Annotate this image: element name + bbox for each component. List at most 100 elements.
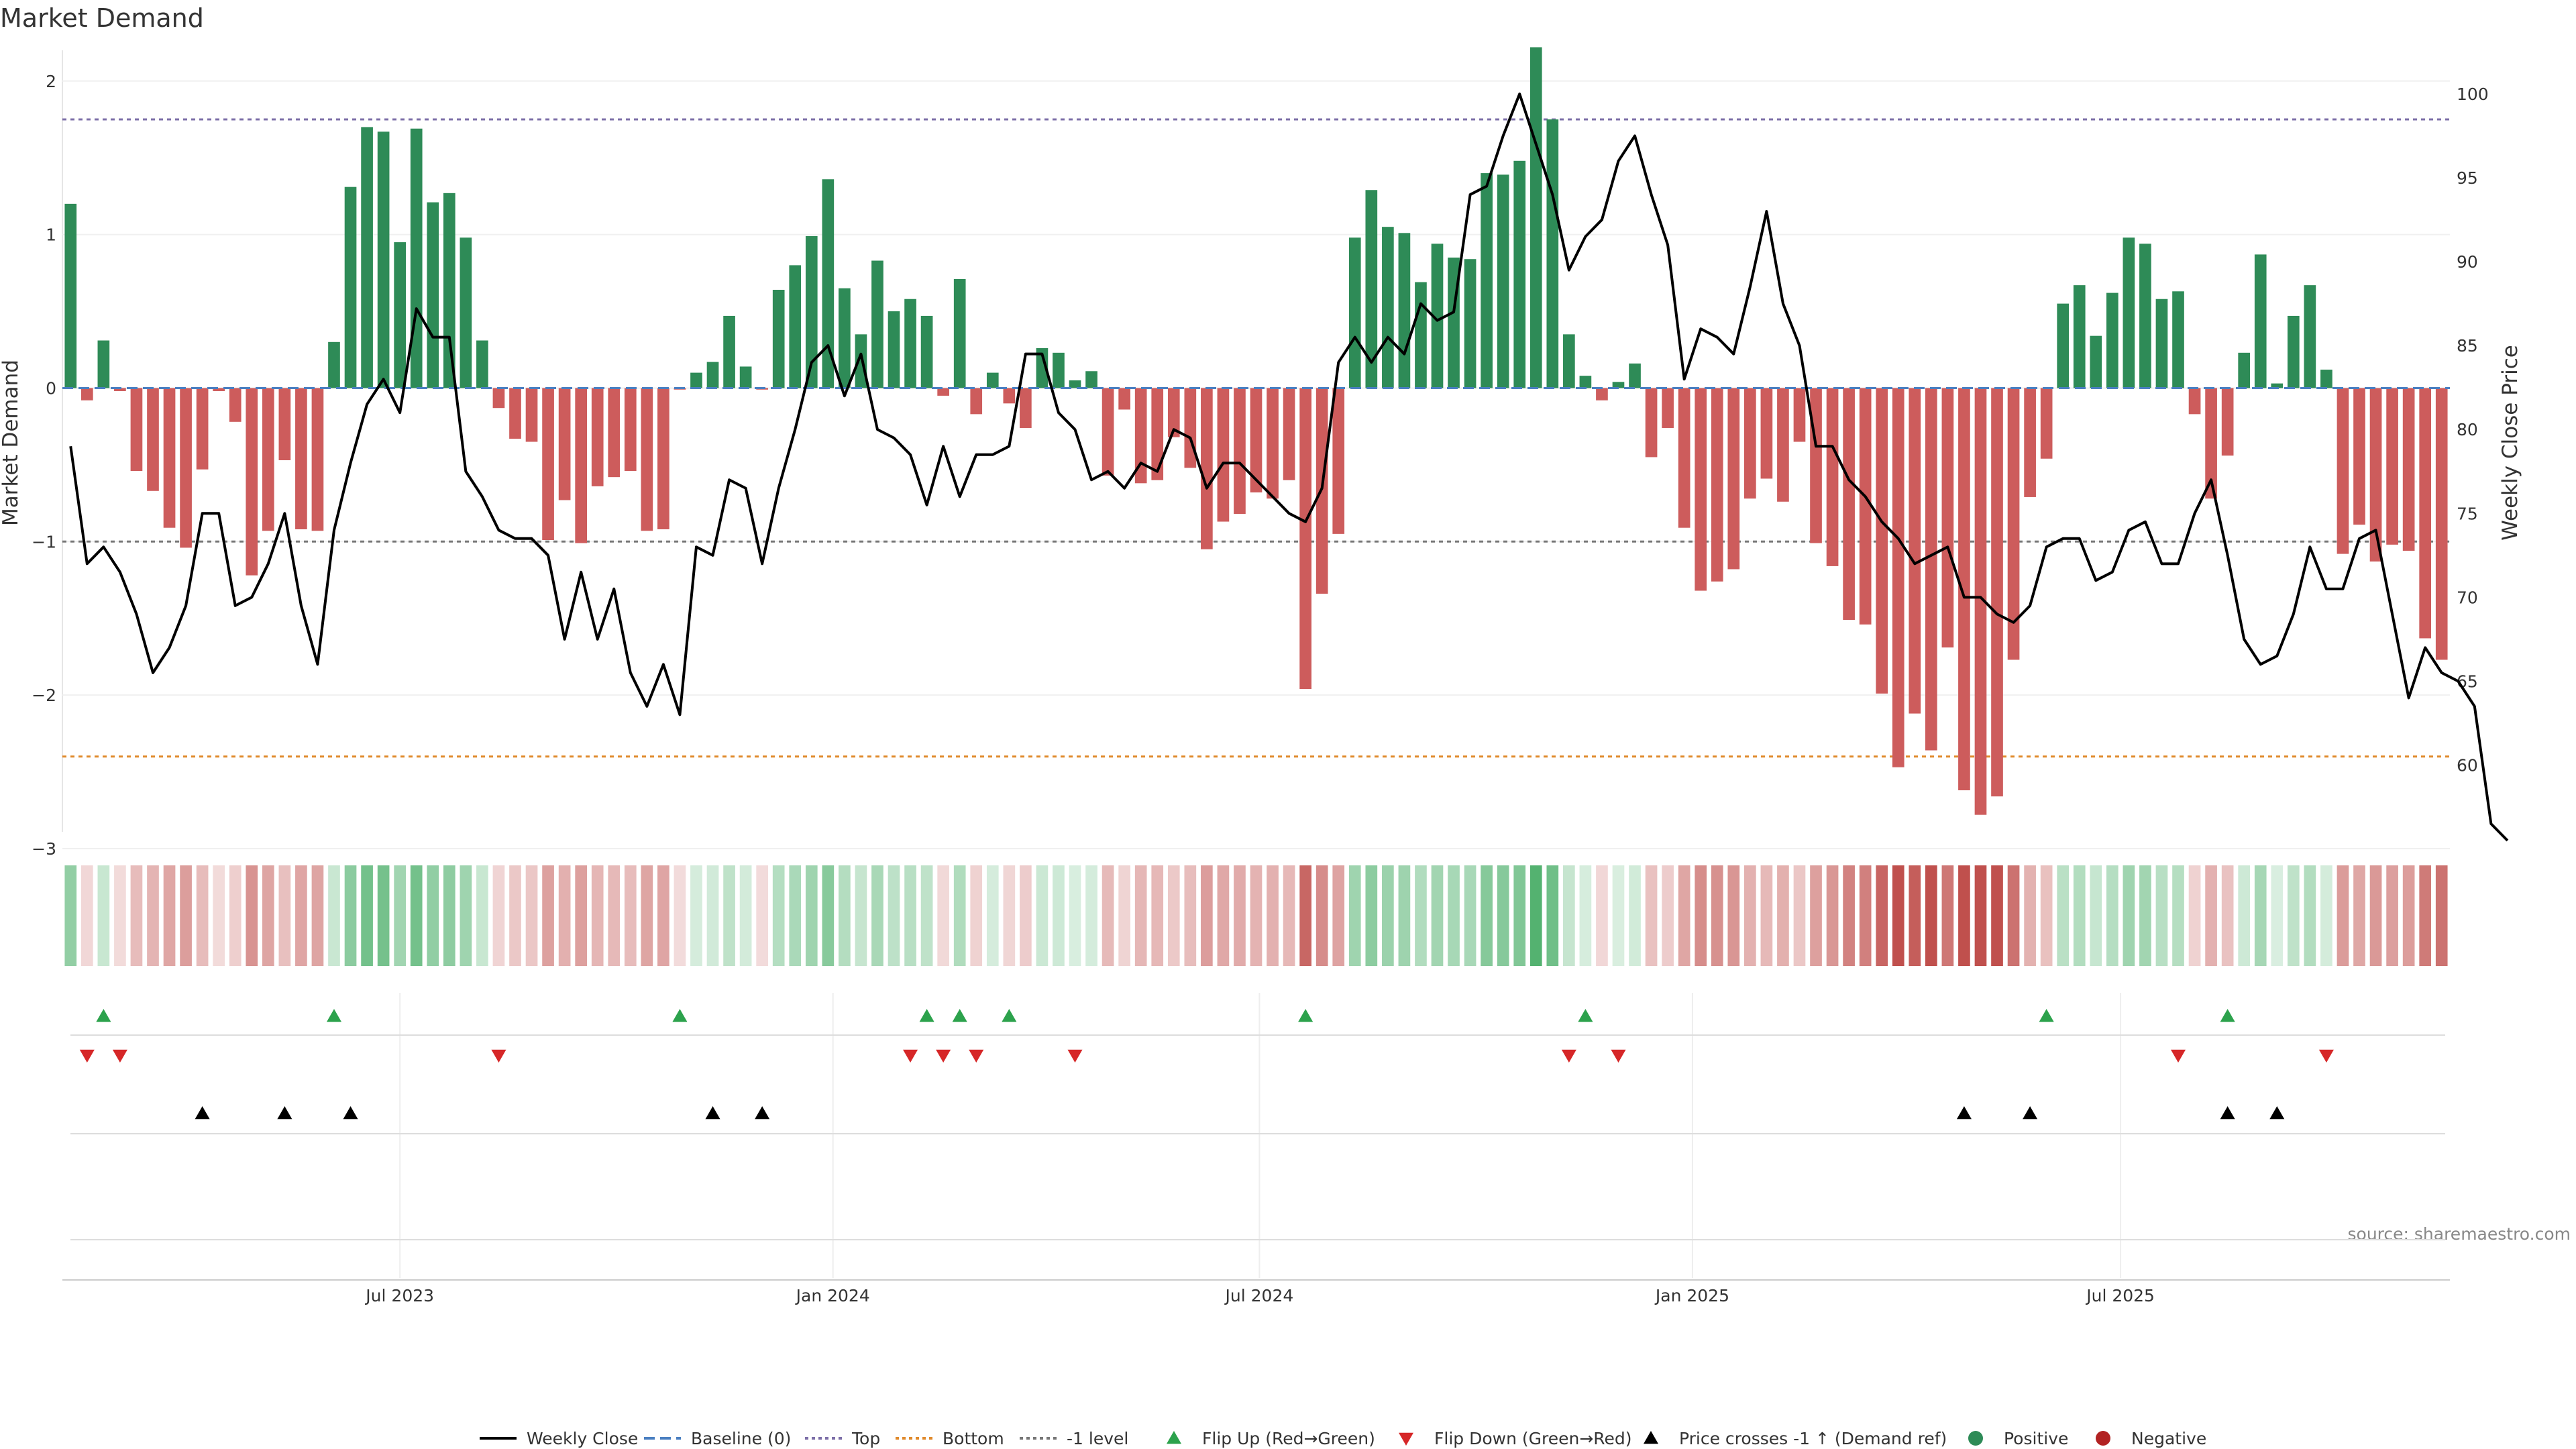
heatmap-cell	[986, 865, 999, 966]
demand-bar	[1234, 388, 1246, 515]
heatmap-cell	[1711, 865, 1723, 966]
heatmap-cell	[427, 865, 439, 966]
flip-up-marker	[1578, 1009, 1593, 1022]
heatmap-cell	[1678, 865, 1690, 966]
heatmap-cell	[1546, 865, 1559, 966]
demand-bar	[1843, 388, 1855, 621]
heatmap-cell	[1497, 865, 1509, 966]
x-tick-label: Jan 2024	[795, 1286, 870, 1305]
demand-bar	[772, 290, 785, 388]
heatmap-cell	[2369, 865, 2382, 966]
demand-bar	[2337, 388, 2349, 554]
heatmap-cell	[1629, 865, 1641, 966]
heatmap-cell	[1513, 865, 1526, 966]
heatmap-cell	[1299, 865, 1311, 966]
demand-bar	[328, 341, 340, 388]
heatmap-cell	[1843, 865, 1855, 966]
y-tick-label: 1	[46, 225, 56, 245]
heatmap-cell	[937, 865, 949, 966]
demand-bar	[1464, 259, 1477, 388]
demand-bar	[1678, 388, 1690, 528]
y2-tick-label: 75	[2457, 504, 2478, 523]
demand-bar	[1563, 334, 1575, 388]
demand-bar	[706, 362, 719, 388]
demand-bar	[2238, 352, 2251, 388]
heatmap-cell	[2337, 865, 2349, 966]
demand-bar	[1069, 380, 1081, 388]
heatmap-cell	[756, 865, 768, 966]
heatmap-cell	[2435, 865, 2448, 966]
demand-bar	[641, 388, 653, 531]
demand-bar	[1941, 388, 1954, 648]
heatmap-cell	[624, 865, 637, 966]
demand-bar	[542, 388, 554, 541]
demand-bar	[855, 334, 867, 388]
heatmap-cell	[1925, 865, 1937, 966]
demand-bar	[1909, 388, 1921, 714]
heatmap-cell	[229, 865, 241, 966]
heatmap-cell	[147, 865, 159, 966]
legend-label: Price crosses -1 ↑ (Demand ref)	[1679, 1429, 1947, 1448]
heatmap-cell	[1234, 865, 1246, 966]
heatmap-cell	[2024, 865, 2036, 966]
demand-bar	[2402, 388, 2415, 551]
demand-bar	[1892, 388, 1904, 767]
heatmap-cell	[64, 865, 77, 966]
heatmap-cell	[328, 865, 340, 966]
heatmap-cell	[2057, 865, 2070, 966]
heatmap-cell	[558, 865, 571, 966]
demand-bar	[953, 278, 966, 388]
heatmap-cell	[1612, 865, 1625, 966]
legend-label: Flip Up (Red→Green)	[1202, 1429, 1375, 1448]
demand-bar	[2106, 292, 2118, 388]
demand-bar	[558, 388, 571, 500]
demand-bar	[1612, 382, 1625, 388]
heatmap-cell	[2238, 865, 2251, 966]
heatmap-cell	[1777, 865, 1789, 966]
heatmap-cell	[1036, 865, 1049, 966]
legend-label: Top	[851, 1429, 880, 1448]
demand-bar	[2271, 383, 2284, 388]
demand-bar	[344, 186, 357, 388]
demand-bar	[1579, 376, 1592, 388]
heatmap-cell	[1645, 865, 1658, 966]
demand-bar	[2435, 388, 2448, 660]
heatmap-cell	[1250, 865, 1263, 966]
heatmap-cell	[1134, 865, 1147, 966]
demand-bar	[1777, 388, 1789, 502]
heatmap-cell	[1662, 865, 1674, 966]
y-tick-label: 2	[46, 72, 56, 91]
price-cross-marker	[705, 1106, 720, 1120]
price-cross-marker	[2023, 1106, 2038, 1120]
heatmap-cell	[509, 865, 521, 966]
flip-up-marker	[2039, 1009, 2054, 1022]
heatmap-cell	[97, 865, 110, 966]
demand-bar	[2287, 315, 2300, 388]
heatmap-cell	[1826, 865, 1839, 966]
flip-down-marker	[903, 1049, 918, 1063]
demand-bar	[2172, 291, 2184, 388]
heatmap-cell	[2254, 865, 2267, 966]
price-cross-marker	[195, 1106, 210, 1120]
demand-bar	[1053, 352, 1065, 388]
y2-tick-label: 80	[2457, 420, 2478, 439]
demand-bar	[427, 202, 439, 388]
demand-bar	[1250, 388, 1263, 493]
flip-up-marker	[952, 1009, 967, 1022]
demand-bar	[460, 237, 472, 388]
heatmap-cell	[492, 865, 505, 966]
demand-bar	[64, 203, 77, 388]
heatmap-cell	[871, 865, 883, 966]
legend-swatch-positive	[1968, 1431, 1983, 1446]
x-tick-label: Jan 2025	[1654, 1286, 1729, 1305]
y2-tick-label: 95	[2457, 168, 2478, 188]
demand-bar	[1134, 388, 1147, 484]
heatmap-cell	[1727, 865, 1740, 966]
demand-bar	[1102, 388, 1114, 476]
demand-bar	[1365, 190, 1378, 388]
demand-bar	[904, 299, 916, 388]
heatmap-cell	[1069, 865, 1081, 966]
price-cross-marker	[755, 1106, 770, 1120]
demand-bar	[723, 315, 735, 388]
